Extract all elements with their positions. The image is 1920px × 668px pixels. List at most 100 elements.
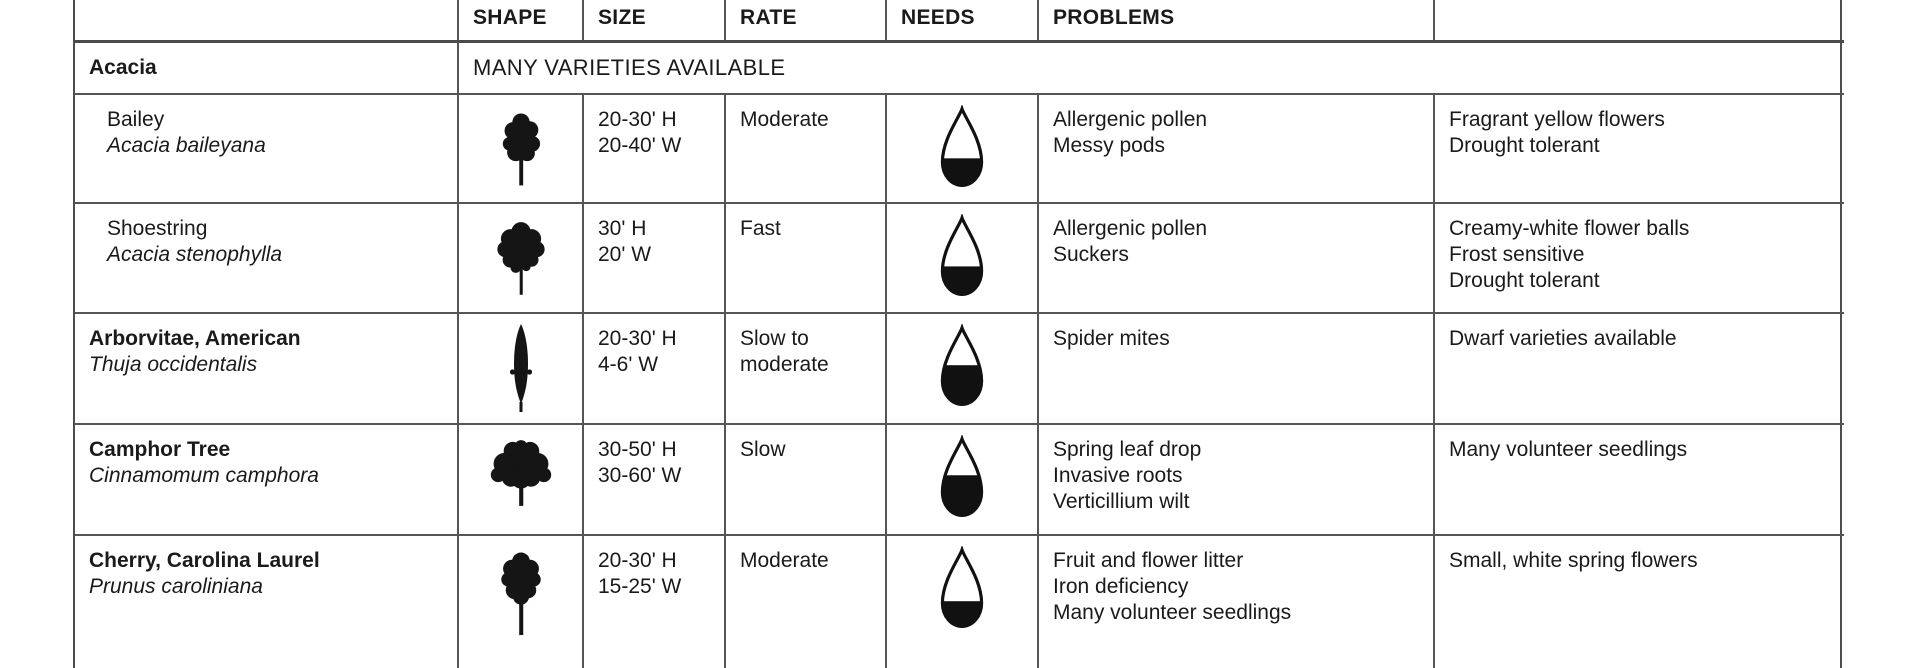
rate-cell: Slow to moderate — [724, 312, 885, 423]
size-height: 30-50' H — [598, 438, 677, 461]
comment-item: Dwarf varieties available — [1449, 327, 1677, 350]
comment-item: Drought tolerant — [1449, 134, 1600, 157]
problem-item: Allergenic pollen — [1053, 217, 1208, 240]
shape-cell — [457, 312, 582, 423]
problems-cell: Allergenic pollen Messy pods — [1037, 93, 1433, 202]
broad-spreading-tree-icon — [490, 440, 551, 506]
species-name: Cinnamomum camphora — [89, 464, 319, 487]
problem-item: Many volunteer seedlings — [1053, 601, 1292, 624]
needs-cell — [885, 93, 1037, 202]
problems-cell: Allergenic pollen Suckers — [1037, 202, 1433, 312]
row-bailey-name: Bailey Acacia baileyana — [75, 93, 457, 202]
size-height: 20-30' H — [598, 327, 677, 350]
size-cell: 20-30' H 15-25' W — [582, 534, 724, 668]
problems-cell: Spring leaf drop Invasive roots Verticil… — [1037, 423, 1433, 534]
rate-text: Moderate — [740, 549, 829, 572]
shape-cell — [457, 423, 582, 534]
problem-item: Invasive roots — [1053, 464, 1183, 487]
size-width: 20-40' W — [598, 134, 682, 157]
header-rate: RATE — [724, 0, 885, 40]
weeping-tree-icon — [496, 222, 545, 295]
rate-text: moderate — [740, 353, 829, 376]
comment-item: Many volunteer seedlings — [1449, 438, 1688, 461]
problems-cell: Spider mites — [1037, 312, 1433, 423]
rate-text: Moderate — [740, 108, 829, 131]
comments-cell: Fragrant yellow flowers Drought tolerant — [1433, 93, 1844, 202]
shape-cell — [457, 93, 582, 202]
problem-item: Fruit and flower litter — [1053, 549, 1244, 572]
size-height: 20-30' H — [598, 108, 677, 131]
rate-cell: Moderate — [724, 534, 885, 668]
needs-cell — [885, 534, 1037, 668]
size-cell: 30-50' H 30-60' W — [582, 423, 724, 534]
needs-cell — [885, 423, 1037, 534]
comments-cell: Creamy-white flower balls Frost sensitiv… — [1433, 202, 1844, 312]
problem-item: Allergenic pollen — [1053, 108, 1208, 131]
size-width: 4-6' W — [598, 353, 659, 376]
header-needs: NEEDS — [885, 0, 1037, 40]
comments-cell: Small, white spring flowers — [1433, 534, 1844, 668]
header-size: SIZE — [582, 0, 724, 40]
common-name: Camphor Tree — [89, 438, 231, 461]
row-cherry-name: Cherry, Carolina Laurel Prunus carolinia… — [75, 534, 457, 668]
comment-item: Drought tolerant — [1449, 269, 1600, 292]
comments-cell: Many volunteer seedlings — [1433, 423, 1844, 534]
header-problems: PROBLEMS — [1037, 0, 1433, 40]
water-drop-low-fill-icon — [940, 105, 984, 187]
rate-cell: Moderate — [724, 93, 885, 202]
oval-canopy-tree-icon — [500, 552, 541, 636]
water-drop-half-fill-icon — [940, 435, 984, 517]
size-width: 30-60' W — [598, 464, 682, 487]
header-shape: SHAPE — [457, 0, 582, 40]
rate-cell: Slow — [724, 423, 885, 534]
water-drop-low-fill-icon — [940, 214, 984, 296]
problem-item: Messy pods — [1053, 134, 1166, 157]
comment-item: Frost sensitive — [1449, 243, 1585, 266]
problem-item: Iron deficiency — [1053, 575, 1189, 598]
rate-text: Slow — [740, 438, 786, 461]
upright-oval-tree-icon — [502, 113, 540, 186]
problems-cell: Fruit and flower litter Iron deficiency … — [1037, 534, 1433, 668]
comment-item: Creamy-white flower balls — [1449, 217, 1690, 240]
needs-cell — [885, 202, 1037, 312]
header-name — [75, 0, 457, 40]
rate-text: Slow to — [740, 327, 809, 350]
common-name: Shoestring — [107, 217, 208, 240]
water-drop-half-fill-icon — [940, 324, 984, 406]
size-width: 20' W — [598, 243, 652, 266]
problem-item: Spider mites — [1053, 327, 1170, 350]
problem-item: Verticillium wilt — [1053, 490, 1190, 513]
shape-cell — [457, 202, 582, 312]
species-name: Prunus caroliniana — [89, 575, 263, 598]
size-cell: 20-30' H 4-6' W — [582, 312, 724, 423]
size-height: 30' H — [598, 217, 647, 240]
species-name: Acacia stenophylla — [107, 243, 283, 266]
comment-item: Fragrant yellow flowers — [1449, 108, 1665, 131]
comments-cell: Dwarf varieties available — [1433, 312, 1844, 423]
species-name: Acacia baileyana — [107, 134, 266, 157]
problem-item: Spring leaf drop — [1053, 438, 1202, 461]
rate-cell: Fast — [724, 202, 885, 312]
size-cell: 20-30' H 20-40' W — [582, 93, 724, 202]
header-comments — [1433, 0, 1844, 40]
size-width: 15-25' W — [598, 575, 682, 598]
tree-selection-table: SHAPE SIZE RATE NEEDS PROBLEMS Acacia MA… — [73, 0, 1844, 668]
columnar-tree-icon — [509, 324, 532, 412]
common-name: Arborvitae, American — [89, 327, 301, 350]
row-shoestring-name: Shoestring Acacia stenophylla — [75, 202, 457, 312]
rate-text: Fast — [740, 217, 781, 240]
needs-cell — [885, 312, 1037, 423]
problem-item: Suckers — [1053, 243, 1129, 266]
row-camphor-name: Camphor Tree Cinnamomum camphora — [75, 423, 457, 534]
comment-item: Small, white spring flowers — [1449, 549, 1698, 572]
group-name-acacia: Acacia — [75, 40, 457, 93]
size-cell: 30' H 20' W — [582, 202, 724, 312]
water-drop-low-fill-icon — [940, 546, 984, 628]
group-note: MANY VARIETIES AVAILABLE — [457, 40, 1844, 93]
common-name: Bailey — [107, 108, 165, 131]
shape-cell — [457, 534, 582, 668]
size-height: 20-30' H — [598, 549, 677, 572]
row-arborvitae-name: Arborvitae, American Thuja occidentalis — [75, 312, 457, 423]
species-name: Thuja occidentalis — [89, 353, 258, 376]
common-name: Cherry, Carolina Laurel — [89, 549, 320, 572]
